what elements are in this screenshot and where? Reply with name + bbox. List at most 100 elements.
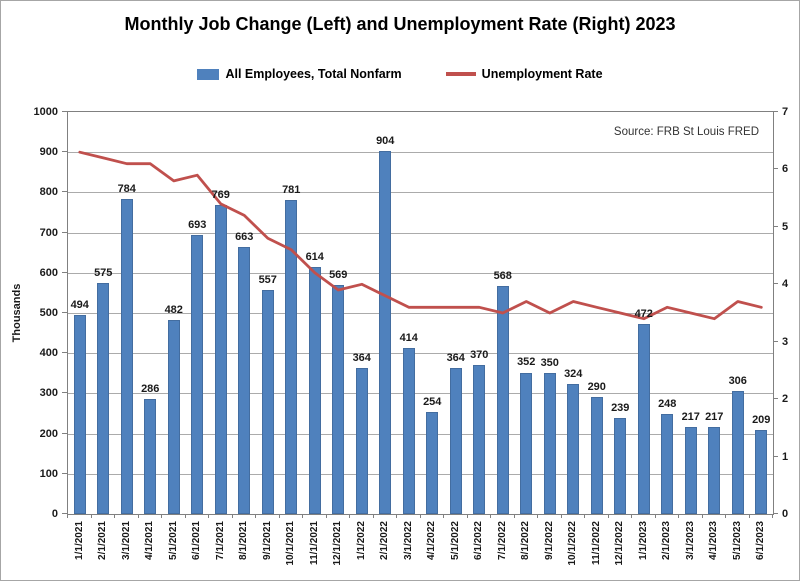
bar bbox=[285, 200, 298, 514]
x-axis-tick bbox=[466, 514, 468, 518]
left-axis-tick bbox=[62, 231, 67, 233]
gridline bbox=[68, 473, 773, 475]
left-axis-tick bbox=[62, 312, 67, 313]
right-axis-tick bbox=[773, 111, 778, 112]
x-axis-tick-label: 6/1/2022 bbox=[473, 521, 485, 560]
right-axis-tick-label: 2 bbox=[782, 393, 789, 406]
x-axis-tick-label: 6/1/2021 bbox=[191, 521, 203, 560]
bar bbox=[473, 365, 486, 514]
x-axis-tick-label: 9/1/2022 bbox=[543, 521, 555, 560]
x-axis-tick bbox=[725, 514, 726, 518]
bar bbox=[238, 247, 251, 514]
x-axis-tick bbox=[255, 514, 256, 518]
x-axis-tick-label: 2/1/2022 bbox=[379, 521, 391, 560]
bar-value-label: 364 bbox=[352, 351, 371, 364]
bar-value-label: 290 bbox=[587, 381, 606, 394]
x-axis-tick-label: 4/1/2022 bbox=[426, 521, 438, 560]
legend-item-line: Unemployment Rate bbox=[445, 67, 603, 81]
right-axis-tick bbox=[773, 283, 778, 285]
x-axis-tick-label: 5/1/2021 bbox=[167, 521, 179, 560]
gridline bbox=[68, 433, 773, 435]
chart-title: Monthly Job Change (Left) and Unemployme… bbox=[124, 14, 676, 34]
bar bbox=[637, 324, 650, 514]
x-axis-tick-label: 4/1/2021 bbox=[144, 521, 156, 560]
bar-value-label: 781 bbox=[282, 184, 301, 197]
bar bbox=[755, 429, 768, 514]
right-axis-tick-label: 6 bbox=[782, 163, 789, 176]
bar bbox=[144, 399, 157, 514]
bar-value-label: 784 bbox=[117, 182, 136, 195]
gridline bbox=[68, 313, 773, 314]
x-axis-tick bbox=[161, 514, 162, 518]
bar-value-label: 248 bbox=[658, 398, 677, 411]
x-axis-tick bbox=[701, 514, 703, 518]
bar-value-label: 663 bbox=[235, 231, 254, 244]
bar-value-label: 364 bbox=[446, 351, 465, 364]
x-axis-tick bbox=[584, 514, 585, 518]
right-axis-tick-label: 7 bbox=[782, 106, 789, 118]
left-axis-tick bbox=[62, 513, 67, 514]
right-axis-tick-label: 0 bbox=[782, 508, 789, 520]
x-axis-tick-label: 12/1/2021 bbox=[332, 521, 344, 566]
x-axis-tick-label: 8/1/2022 bbox=[520, 521, 532, 560]
right-axis-tick-label: 1 bbox=[782, 450, 789, 463]
x-axis-tick bbox=[184, 514, 186, 518]
bar-value-label: 324 bbox=[564, 367, 583, 380]
x-axis-tick bbox=[748, 514, 750, 518]
bar bbox=[614, 417, 627, 514]
bar bbox=[97, 282, 110, 514]
bar bbox=[261, 290, 274, 514]
bar-value-label: 575 bbox=[94, 266, 113, 279]
bar-value-label: 904 bbox=[376, 134, 395, 147]
gridline bbox=[68, 272, 773, 274]
bar-value-label: 569 bbox=[329, 269, 348, 282]
left-axis-tick-label: 700 bbox=[39, 226, 58, 239]
right-axis-tick bbox=[773, 225, 778, 227]
right-axis-tick bbox=[773, 340, 778, 342]
legend-item-bars: All Employees, Total Nonfarm bbox=[197, 67, 402, 81]
x-axis-tick-label: 1/1/2022 bbox=[355, 521, 367, 560]
x-axis-tick bbox=[90, 514, 92, 518]
bar bbox=[120, 198, 133, 514]
legend: All Employees, Total Nonfarm Unemploymen… bbox=[1, 67, 799, 81]
bar bbox=[167, 320, 180, 514]
bar-value-label: 414 bbox=[399, 331, 418, 344]
x-axis-tick bbox=[443, 514, 444, 518]
x-axis-tick bbox=[114, 514, 115, 518]
left-axis-tick bbox=[62, 352, 67, 354]
left-axis-tick-label: 300 bbox=[39, 387, 58, 400]
left-axis-tick bbox=[62, 472, 67, 474]
left-axis-tick bbox=[62, 271, 67, 273]
plot-area: Source: FRB St Louis FRED 494 575 784 286 48… bbox=[67, 111, 774, 515]
x-axis-tick bbox=[537, 514, 538, 518]
left-axis-tick bbox=[62, 392, 67, 394]
bar bbox=[590, 397, 603, 514]
left-axis-tick-label: 500 bbox=[39, 307, 58, 319]
bar-value-label: 239 bbox=[611, 401, 630, 414]
bar-value-label: 350 bbox=[540, 357, 559, 370]
bar-value-label: 693 bbox=[188, 219, 207, 232]
x-axis-tick bbox=[419, 514, 421, 518]
right-axis-tick bbox=[773, 513, 778, 514]
bar-value-label: 370 bbox=[470, 349, 489, 362]
x-axis-tick-label: 11/1/2021 bbox=[308, 521, 320, 565]
x-axis-tick-label: 10/1/2021 bbox=[285, 521, 297, 566]
bar bbox=[332, 285, 345, 514]
x-axis-tick-label: 3/1/2022 bbox=[402, 521, 414, 560]
left-axis-tick-label: 900 bbox=[39, 146, 58, 159]
x-axis-tick-label: 3/1/2021 bbox=[120, 521, 132, 560]
gridline bbox=[68, 152, 773, 154]
x-axis-tick-label: 5/1/2022 bbox=[449, 521, 461, 560]
bar bbox=[684, 426, 697, 514]
x-axis-tick bbox=[772, 514, 773, 518]
x-axis-tick bbox=[349, 514, 350, 518]
bar bbox=[520, 372, 533, 514]
bar-value-label: 557 bbox=[258, 274, 277, 287]
bar bbox=[191, 235, 204, 514]
bar bbox=[379, 150, 392, 514]
bar-value-label: 286 bbox=[141, 383, 160, 396]
x-axis-tick bbox=[678, 514, 679, 518]
unemployment-rate-line bbox=[78, 150, 763, 321]
source-note: Source: FRB St Louis FRED bbox=[613, 126, 759, 138]
x-axis-tick bbox=[231, 514, 233, 518]
